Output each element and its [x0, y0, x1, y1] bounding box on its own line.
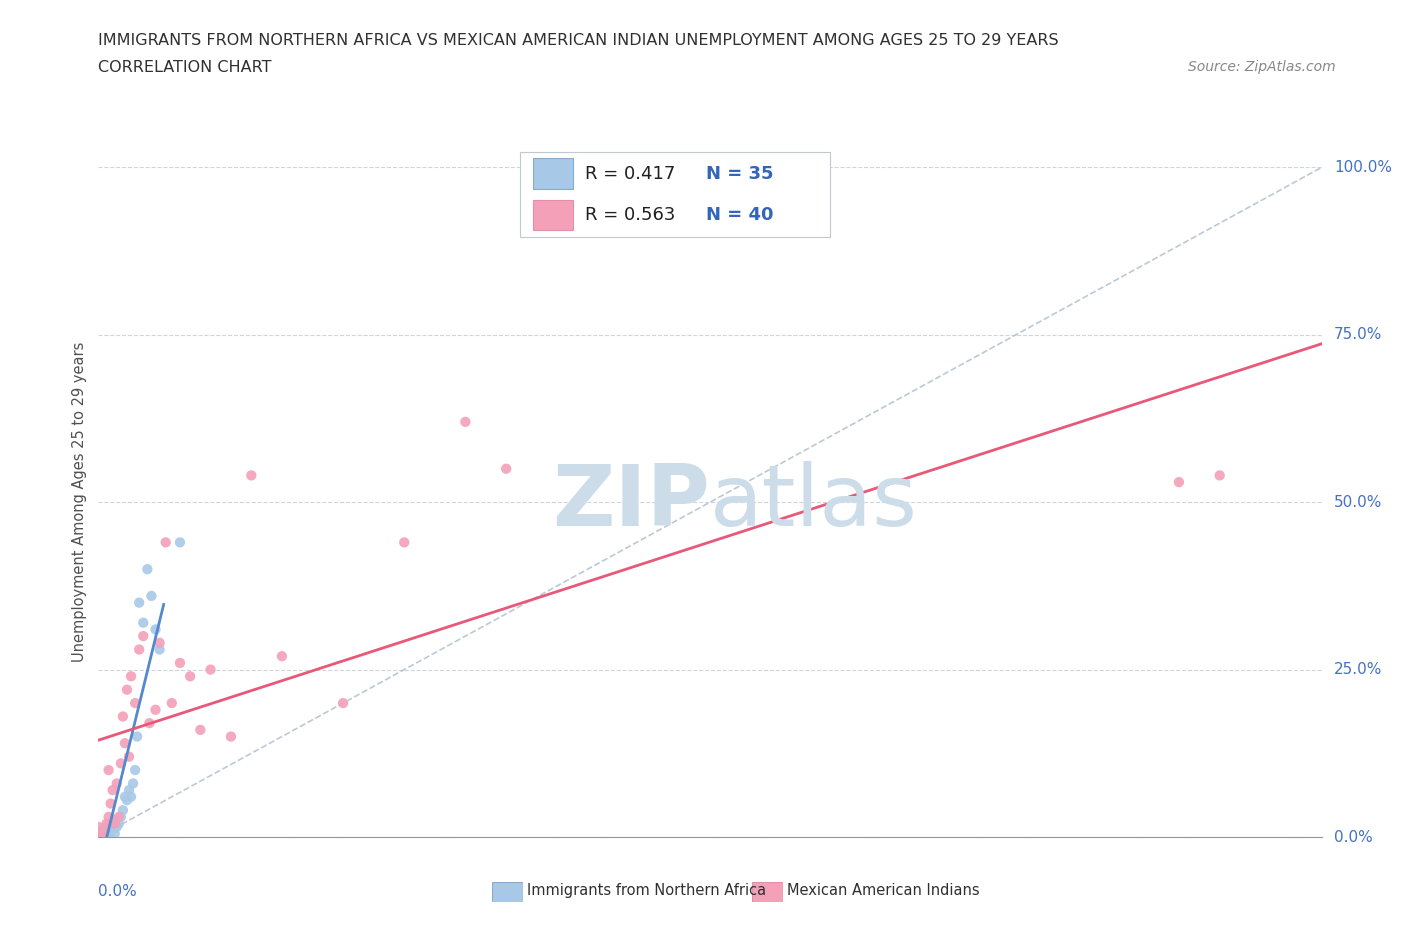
Point [169, 535, 191, 550]
Point [96, 817, 118, 831]
Point [160, 696, 183, 711]
Text: 50.0%: 50.0% [1334, 495, 1382, 510]
Point [87, 830, 110, 844]
Point [270, 649, 294, 664]
Point [111, 803, 134, 817]
FancyBboxPatch shape [520, 152, 830, 237]
Point [91, 830, 114, 844]
Point [138, 716, 160, 731]
Point [124, 763, 146, 777]
Point [87, 830, 110, 844]
Text: ZIP: ZIP [553, 460, 710, 544]
Point [89, 830, 111, 844]
Point [454, 415, 477, 430]
Point [118, 750, 141, 764]
Text: 75.0%: 75.0% [1334, 327, 1382, 342]
Point [179, 669, 201, 684]
Text: 25.0%: 25.0% [1334, 662, 1382, 677]
Text: Source: ZipAtlas.com: Source: ZipAtlas.com [1188, 60, 1336, 74]
Point [136, 562, 159, 577]
Point [114, 736, 136, 751]
Point [93, 830, 115, 844]
Point [93, 821, 115, 836]
Point [101, 817, 124, 831]
Point [105, 776, 128, 790]
Y-axis label: Unemployment Among Ages 25 to 29 years: Unemployment Among Ages 25 to 29 years [72, 342, 87, 662]
Point [108, 809, 131, 824]
Point [108, 817, 131, 831]
Point [91, 830, 114, 844]
Point [110, 809, 132, 824]
Point [120, 669, 142, 684]
Point [149, 635, 172, 650]
Point [128, 595, 150, 610]
Text: R = 0.563: R = 0.563 [585, 206, 675, 224]
Point [93, 824, 115, 839]
Text: N = 40: N = 40 [706, 206, 773, 224]
Point [96, 826, 118, 841]
Point [89, 824, 111, 839]
Point [200, 843, 222, 857]
Point [100, 796, 122, 811]
Point [104, 813, 127, 828]
Point [115, 683, 138, 698]
Point [240, 468, 263, 483]
Text: CORRELATION CHART: CORRELATION CHART [98, 60, 271, 75]
Point [169, 656, 191, 671]
Point [97, 829, 120, 844]
Text: N = 35: N = 35 [706, 165, 773, 183]
Point [132, 616, 155, 631]
Point [87, 819, 110, 834]
Point [392, 535, 416, 550]
Point [188, 723, 212, 737]
Point [495, 461, 517, 476]
Point [122, 776, 145, 790]
Point [155, 535, 177, 550]
Point [128, 642, 150, 657]
Text: 100.0%: 100.0% [1334, 160, 1392, 175]
Point [124, 696, 146, 711]
Point [97, 763, 120, 777]
Point [87, 826, 110, 841]
FancyBboxPatch shape [533, 158, 572, 189]
Point [105, 819, 128, 834]
Point [132, 629, 155, 644]
Point [149, 642, 172, 657]
Point [97, 809, 120, 824]
FancyBboxPatch shape [533, 200, 572, 231]
Point [91, 823, 114, 838]
Point [118, 783, 141, 798]
Text: R = 0.417: R = 0.417 [585, 165, 675, 183]
Point [100, 823, 122, 838]
Text: Immigrants from Northern Africa: Immigrants from Northern Africa [527, 884, 766, 898]
Point [115, 792, 138, 807]
Point [1209, 468, 1232, 483]
Point [145, 622, 167, 637]
Text: Mexican American Indians: Mexican American Indians [787, 884, 980, 898]
Point [110, 756, 132, 771]
Point [97, 817, 120, 832]
Text: IMMIGRANTS FROM NORTHERN AFRICA VS MEXICAN AMERICAN INDIAN UNEMPLOYMENT AMONG AG: IMMIGRANTS FROM NORTHERN AFRICA VS MEXIC… [98, 33, 1059, 47]
Text: 0.0%: 0.0% [1334, 830, 1372, 844]
Point [219, 729, 242, 744]
Point [141, 589, 163, 604]
Point [89, 830, 111, 844]
FancyBboxPatch shape [752, 882, 783, 902]
Point [114, 790, 136, 804]
Point [101, 783, 124, 798]
FancyBboxPatch shape [492, 882, 523, 902]
Point [120, 790, 142, 804]
Point [96, 819, 118, 834]
Point [127, 729, 149, 744]
Point [200, 662, 222, 677]
Point [145, 702, 167, 717]
Point [1167, 474, 1189, 489]
Point [111, 709, 134, 724]
Point [104, 826, 127, 841]
Point [332, 696, 354, 711]
Text: 0.0%: 0.0% [98, 884, 138, 899]
Point [104, 817, 127, 831]
Text: atlas: atlas [710, 460, 918, 544]
